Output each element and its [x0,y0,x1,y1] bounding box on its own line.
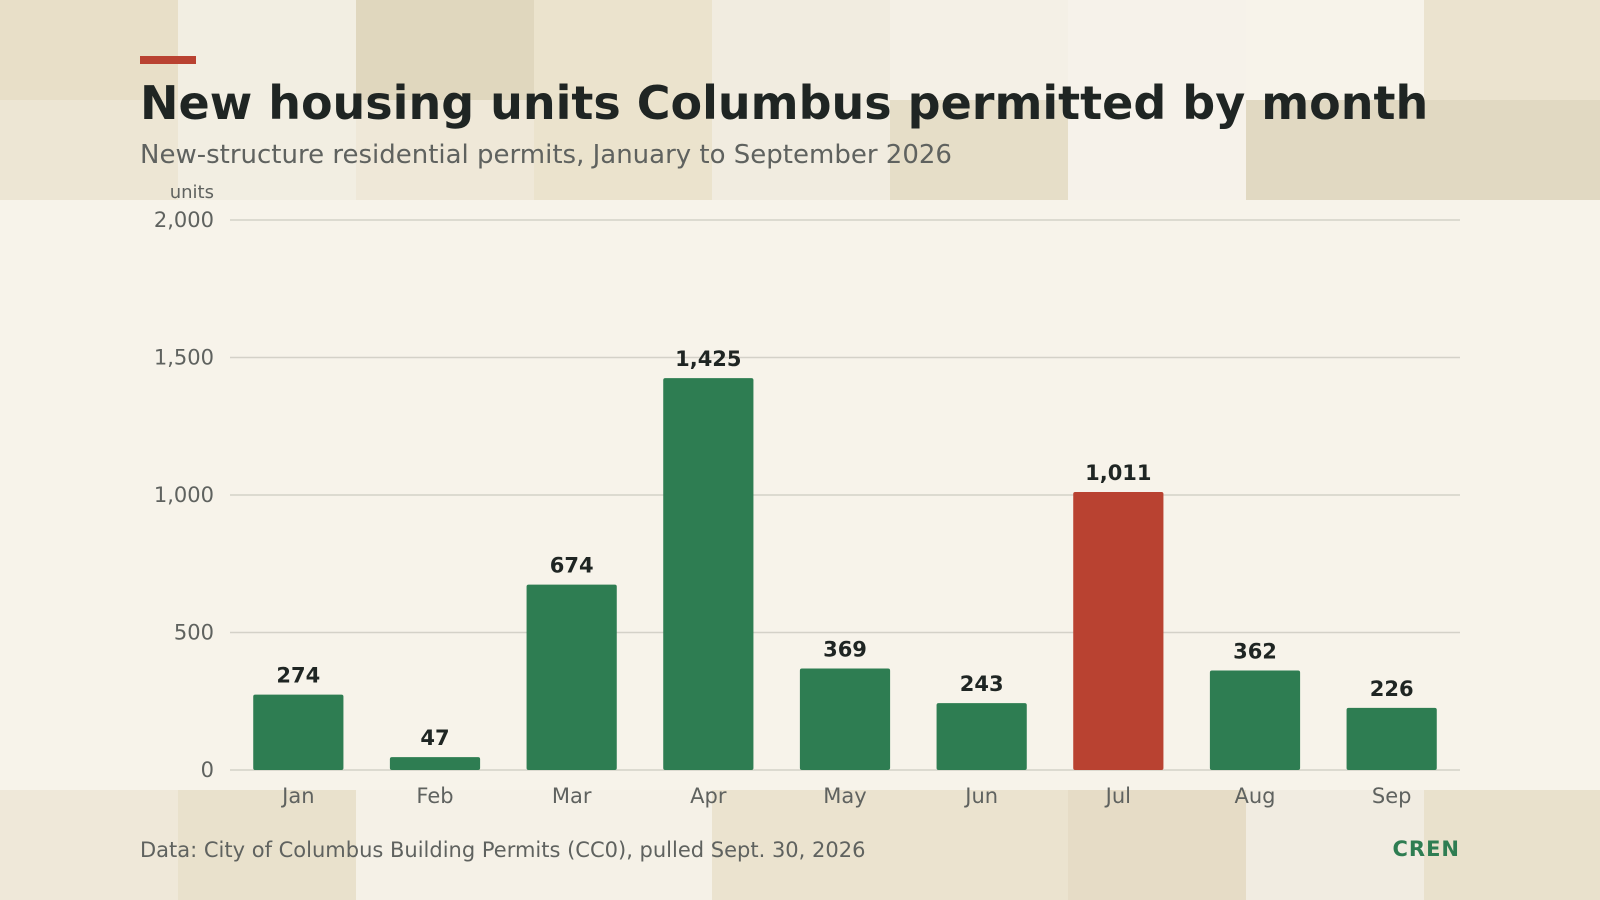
background-tile [356,100,534,200]
bar-value-label: 362 [1233,639,1277,663]
background-tile [1246,790,1424,900]
y-axis: 0 500 1,000 1,500 2,000 [154,208,214,782]
background-tile [1424,0,1600,100]
bar-mar [526,584,617,770]
x-axis: Jan Feb Mar Apr May Jun Jul Aug Sep [280,784,1411,808]
bar-apr [663,378,754,770]
background-tile [1424,790,1600,900]
background-tile [0,0,178,100]
chart-title: New housing units Columbus permitted by … [140,76,1429,130]
background-tile [1068,0,1246,200]
source-note: Data: City of Columbus Building Permits … [140,838,866,862]
brand-logo: CREN [1392,837,1460,861]
bars [253,378,1437,770]
background-tile [1246,100,1600,200]
x-tick-label: May [823,784,866,808]
bar-value-label: 1,011 [1085,461,1151,485]
background-tile [0,100,178,200]
x-tick-label: Jun [963,784,998,808]
title-accent-bar [140,56,196,64]
bar-jun [936,703,1027,770]
bar-value-label: 274 [276,664,320,688]
x-tick-label: Feb [416,784,453,808]
background-tile [712,0,890,200]
background-tile [356,0,534,100]
y-axis-label: units [170,182,214,203]
background-tile [0,790,178,900]
chart-subtitle: New-structure residential permits, Janua… [140,140,952,170]
y-tick-label: 2,000 [154,208,214,232]
background-tile [1068,790,1246,900]
background-tile [1246,0,1424,100]
background-tile [890,0,1068,100]
bar-feb [389,757,481,770]
bar-jul [1073,491,1164,770]
bar-value-label: 369 [823,638,867,662]
x-tick-label: Jan [280,784,314,808]
bar-value-label: 1,425 [675,347,741,371]
y-tick-label: 1,000 [154,483,214,507]
x-tick-label: Jul [1104,784,1131,808]
background-tile [178,790,356,900]
bar-aug [1209,670,1301,770]
bar-value-label: 243 [960,672,1004,696]
background-tile [178,0,356,200]
background-tile [534,0,712,200]
x-tick-label: Apr [690,784,727,808]
y-tick-label: 0 [201,758,214,782]
x-tick-label: Sep [1372,784,1412,808]
bar-value-label: 47 [420,726,449,750]
y-tick-label: 500 [174,621,214,645]
bar-sep [1346,707,1437,770]
bar-value-label: 674 [550,554,594,578]
bar-jan [253,694,344,770]
x-tick-label: Mar [552,784,592,808]
background-tile [356,790,712,900]
y-tick-label: 1,500 [154,346,214,370]
background-tile [890,100,1068,200]
x-tick-label: Aug [1234,784,1275,808]
data-labels: 274 47 674 1,425 369 243 1,011 362 226 [276,347,1413,750]
background-tile [712,790,1068,900]
bar-value-label: 226 [1370,677,1414,701]
bar-may [799,668,891,770]
